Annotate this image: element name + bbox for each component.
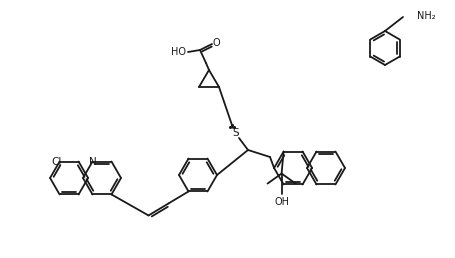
Text: Cl: Cl bbox=[51, 157, 61, 167]
Text: N: N bbox=[88, 157, 96, 167]
Text: NH₂: NH₂ bbox=[416, 11, 435, 21]
Text: HO: HO bbox=[171, 47, 186, 57]
Text: O: O bbox=[212, 38, 219, 48]
Text: S: S bbox=[232, 128, 239, 138]
Text: OH: OH bbox=[273, 197, 288, 207]
